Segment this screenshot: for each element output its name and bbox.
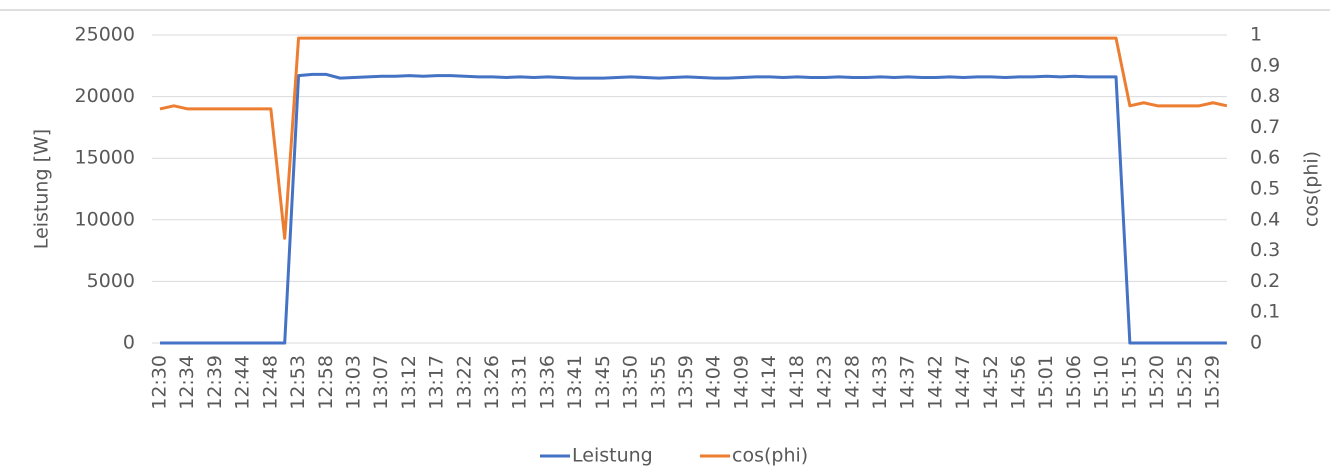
x-tick-label: 14:56: [1008, 355, 1030, 410]
x-tick-label: 13:12: [398, 355, 420, 410]
y2-tick-label: 0: [1250, 332, 1262, 354]
x-tick-label: 14:14: [758, 355, 780, 410]
y2-tick-label: 0.4: [1250, 208, 1280, 230]
x-tick-label: 12:39: [204, 355, 226, 410]
y2-tick-label: 0.6: [1250, 147, 1280, 169]
x-tick-label: 14:42: [924, 355, 946, 410]
x-tick-label: 13:03: [342, 355, 364, 410]
x-tick-label: 14:23: [814, 355, 836, 410]
x-tick-label: 12:44: [232, 355, 254, 410]
x-tick-label: 12:58: [315, 355, 337, 410]
y2-tick-label: 0.1: [1250, 301, 1280, 323]
x-tick-label: 13:45: [592, 355, 614, 410]
legend-label: Leistung: [572, 445, 653, 467]
legend-label: cos(phi): [732, 445, 808, 467]
x-tick-label: 14:28: [841, 355, 863, 410]
x-tick-label: 14:52: [980, 355, 1002, 410]
x-tick-label: 15:29: [1202, 355, 1224, 410]
y-axis-title: Leistung [W]: [31, 129, 53, 249]
x-tick-label: 13:07: [370, 355, 392, 410]
x-tick-label: 12:30: [149, 355, 171, 410]
y2-tick-label: 0.8: [1250, 85, 1280, 107]
x-tick-label: 15:01: [1035, 355, 1057, 410]
y-tick-label: 15000: [75, 147, 135, 169]
x-tick-label: 15:06: [1063, 355, 1085, 410]
x-tick-label: 12:53: [287, 355, 309, 410]
y2-tick-label: 0.3: [1250, 239, 1280, 261]
y2-axis-title: cos(phi): [1301, 151, 1323, 227]
x-tick-label: 14:33: [869, 355, 891, 410]
y2-tick-label: 0.7: [1250, 116, 1280, 138]
x-tick-label: 14:18: [786, 355, 808, 410]
x-tick-label: 13:50: [620, 355, 642, 410]
x-tick-label: 14:47: [952, 355, 974, 410]
y2-tick-label: 1: [1250, 24, 1262, 46]
x-tick-label: 13:41: [564, 355, 586, 410]
x-tick-label: 14:09: [730, 355, 752, 410]
y-tick-label: 5000: [87, 270, 135, 292]
x-tick-label: 14:04: [703, 355, 725, 410]
series-line: [160, 72, 1227, 345]
y-tick-label: 25000: [75, 24, 135, 46]
y2-tick-label: 0.5: [1250, 178, 1280, 200]
x-tick-label: 15:20: [1146, 355, 1168, 410]
x-tick-label: 13:36: [536, 355, 558, 410]
x-tick-label: 12:34: [176, 355, 198, 410]
x-tick-label: 13:17: [426, 355, 448, 410]
series-line: [159, 36, 1228, 240]
x-tick-label: 13:59: [675, 355, 697, 410]
x-tick-label: 13:31: [509, 355, 531, 410]
y2-tick-label: 0.2: [1250, 270, 1280, 292]
x-tick-label: 15:25: [1174, 355, 1196, 410]
x-tick-label: 14:37: [897, 355, 919, 410]
y-tick-label: 20000: [75, 85, 135, 107]
x-tick-label: 12:48: [259, 355, 281, 410]
y-tick-label: 0: [123, 332, 135, 354]
x-tick-label: 13:55: [647, 355, 669, 410]
x-tick-label: 13:22: [453, 355, 475, 410]
y2-tick-label: 0.9: [1250, 54, 1280, 76]
y-tick-label: 10000: [75, 208, 135, 230]
x-tick-label: 15:10: [1091, 355, 1113, 410]
x-tick-label: 15:15: [1118, 355, 1140, 410]
x-tick-label: 13:26: [481, 355, 503, 410]
